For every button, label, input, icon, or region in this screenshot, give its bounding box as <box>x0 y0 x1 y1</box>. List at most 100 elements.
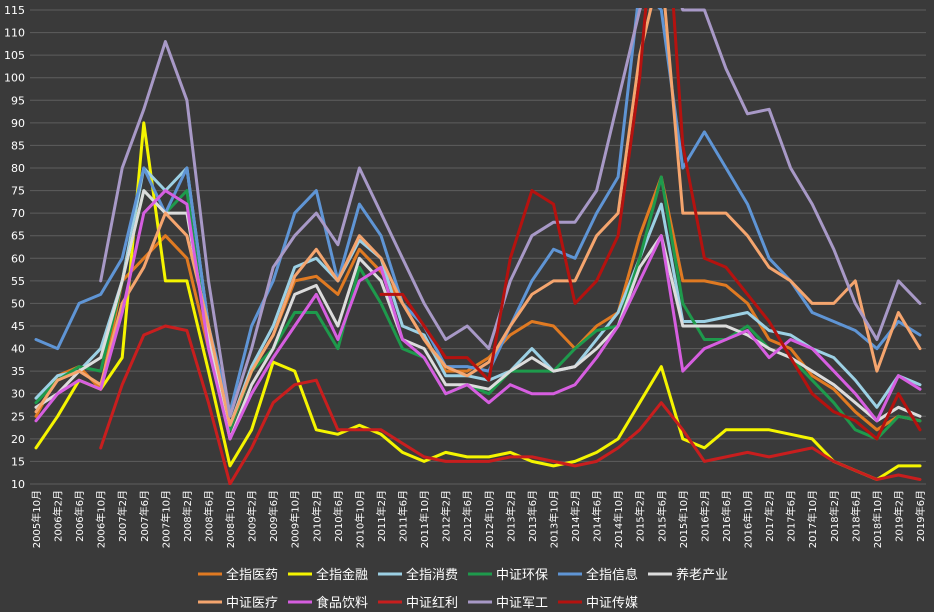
y-tick-label: 55 <box>11 275 25 288</box>
x-tick-label: 2007年6月 <box>138 490 151 542</box>
x-tick-label: 2013年2月 <box>504 490 517 542</box>
legend-label: 中证环保 <box>496 568 548 583</box>
x-tick-label: 2011年10月 <box>418 490 431 548</box>
x-tick-label: 2010年2月 <box>310 490 323 542</box>
y-tick-label: 65 <box>11 230 25 243</box>
x-tick-label: 2015年2月 <box>634 490 647 542</box>
y-tick-label: 20 <box>11 433 25 446</box>
x-tick-label: 2008年6月 <box>202 490 215 542</box>
legend-item: 中证红利 <box>378 595 458 611</box>
x-tick-label: 2012年2月 <box>440 490 453 542</box>
x-tick-label: 2010年6月 <box>332 490 345 542</box>
legend-item: 中证环保 <box>468 568 548 583</box>
gridlines <box>30 9 926 485</box>
x-tick-label: 2008年2月 <box>181 490 194 542</box>
series-line <box>34 121 922 481</box>
legend-label: 养老产业 <box>676 567 728 583</box>
y-tick-label: 40 <box>11 343 25 356</box>
x-tick-label: 2015年10月 <box>677 490 690 548</box>
legend-label: 全指医药 <box>226 567 278 583</box>
y-tick-label: 100 <box>4 72 25 85</box>
x-tick-label: 2011年2月 <box>375 490 388 542</box>
x-tick-label: 2018年2月 <box>828 490 841 542</box>
x-tick-label: 2019年6月 <box>914 490 927 542</box>
x-tick-label: 2018年10月 <box>871 490 884 548</box>
y-tick-label: 95 <box>11 94 25 107</box>
legend-item: 全指信息 <box>558 567 638 583</box>
x-tick-label: 2016年2月 <box>698 490 711 542</box>
legend-label: 中证红利 <box>406 595 458 611</box>
y-tick-label: 90 <box>11 117 25 130</box>
y-tick-label: 35 <box>11 365 25 378</box>
x-tick-label: 2007年10月 <box>159 490 172 548</box>
x-axis-tick-labels: 2005年10月 2006年2月 2006年6月 2006年10月 2007年2月 200… <box>30 490 927 548</box>
x-tick-label: 2013年6月 <box>526 490 539 542</box>
x-tick-label: 2017年2月 <box>763 490 776 542</box>
x-tick-label: 2008年10月 <box>224 490 237 548</box>
y-tick-label: 60 <box>11 252 25 265</box>
y-tick-label: 30 <box>11 388 25 401</box>
x-tick-label: 2019年2月 <box>892 490 905 542</box>
x-tick-label: 2009年2月 <box>246 490 259 542</box>
legend-label: 全指信息 <box>586 567 638 583</box>
x-tick-label: 2006年10月 <box>95 490 108 548</box>
legend-item: 全指金融 <box>288 567 368 583</box>
legend-label: 全指金融 <box>316 567 368 583</box>
x-tick-label: 2018年6月 <box>849 490 862 542</box>
x-tick-label: 2017年10月 <box>806 490 819 548</box>
legend-label: 全指消费 <box>406 567 458 583</box>
y-tick-label: 25 <box>11 410 25 423</box>
x-tick-label: 2017年6月 <box>785 490 798 542</box>
x-tick-label: 2015年6月 <box>655 490 668 542</box>
x-tick-label: 2012年10月 <box>483 490 496 548</box>
x-tick-label: 2014年2月 <box>569 490 582 542</box>
series-line <box>379 8 922 441</box>
series-line <box>99 8 922 418</box>
x-tick-label: 2005年10月 <box>30 490 43 548</box>
legend-label: 中证传媒 <box>586 596 638 611</box>
legend-item: 中证传媒 <box>558 596 638 611</box>
x-tick-label: 2014年10月 <box>612 490 625 548</box>
legend-label: 中证医疗 <box>226 596 278 611</box>
y-tick-label: 15 <box>11 455 25 468</box>
x-tick-label: 2012年6月 <box>461 490 474 542</box>
series-line <box>34 175 922 432</box>
x-tick-label: 2010年10月 <box>353 490 366 548</box>
y-axis-tick-labels: 10 15 20 25 30 35 40 45 50 55 60 65 70 75 80 85 90 95 100 1… <box>4 4 25 491</box>
legend-item: 全指消费 <box>378 567 458 583</box>
y-tick-label: 105 <box>4 49 25 62</box>
series-line <box>34 189 922 441</box>
y-tick-label: 75 <box>11 185 25 198</box>
y-tick-label: 10 <box>11 478 25 491</box>
x-tick-label: 2006年6月 <box>73 490 86 542</box>
series-lines <box>34 8 922 485</box>
y-tick-label: 50 <box>11 297 25 310</box>
y-tick-label: 85 <box>11 139 25 152</box>
legend-item: 养老产业 <box>648 567 728 583</box>
x-tick-label: 2011年6月 <box>397 490 410 542</box>
y-tick-label: 70 <box>11 207 25 220</box>
x-tick-label: 2016年6月 <box>720 490 733 542</box>
legend-item: 食品饮料 <box>288 595 368 611</box>
x-tick-label: 2013年10月 <box>547 490 560 548</box>
series-line <box>34 189 922 441</box>
legend-label: 食品饮料 <box>316 595 368 611</box>
x-tick-label: 2014年6月 <box>591 490 604 542</box>
x-tick-label: 2006年2月 <box>52 490 65 542</box>
series-line <box>99 324 922 485</box>
legend-item: 中证医疗 <box>198 596 278 611</box>
legend-item: 中证军工 <box>468 596 548 611</box>
x-tick-label: 2016年10月 <box>742 490 755 548</box>
legend-label: 中证军工 <box>496 596 548 611</box>
y-tick-label: 110 <box>4 27 25 40</box>
x-tick-label: 2009年10月 <box>289 490 302 548</box>
x-tick-label: 2007年2月 <box>116 490 129 542</box>
series-line <box>34 166 922 427</box>
legend-item: 全指医药 <box>198 567 278 583</box>
y-tick-label: 80 <box>11 162 25 175</box>
y-tick-label: 115 <box>4 4 25 17</box>
